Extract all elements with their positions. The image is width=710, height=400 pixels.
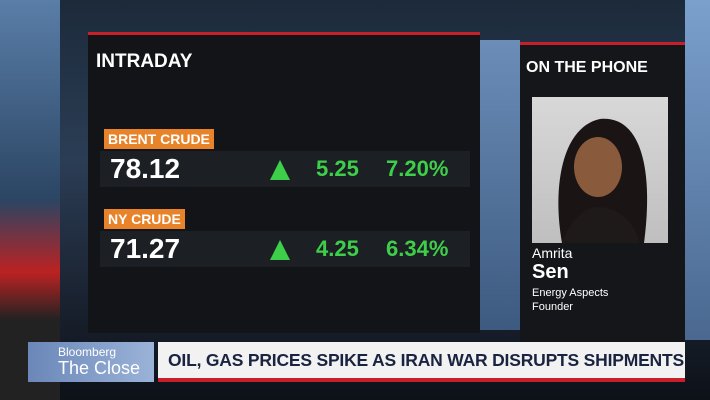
studio-backdrop	[0, 0, 60, 400]
guest-header: ON THE PHONE	[526, 59, 648, 76]
guest-company: Energy Aspects	[532, 287, 609, 299]
percent-change: 7.20%	[386, 156, 449, 181]
studio-backdrop	[685, 0, 710, 340]
show-logo: Bloomberg The Close	[28, 342, 154, 382]
up-arrow	[270, 240, 290, 260]
headline: OIL, GAS PRICES SPIKE AS IRAN WAR DISRUP…	[168, 350, 684, 370]
price: 78.12	[110, 153, 181, 184]
price: 71.27	[110, 233, 181, 264]
portrait	[558, 118, 648, 243]
price-row: 71.27 4.25 6.34%	[100, 231, 470, 267]
change: 5.25	[316, 156, 359, 181]
brand: Bloomberg	[58, 345, 117, 359]
guest-last-name: Sen	[532, 261, 569, 283]
percent-change: 6.34%	[386, 236, 449, 261]
panel-title: INTRADAY	[96, 51, 193, 72]
change: 4.25	[316, 236, 359, 261]
guest-first-name: Amrita	[532, 245, 573, 261]
lower-third: Bloomberg The Close OIL, GAS PRICES SPIK…	[28, 342, 685, 382]
intraday-panel: INTRADAY BRENT CRUDE 78.12 5.25 7.20% NY…	[88, 32, 480, 333]
price-row: 78.12 5.25 7.20%	[100, 151, 470, 187]
guest-photo	[532, 97, 668, 243]
guest-panel: ON THE PHONE Amrita Sen Energy Aspects F…	[520, 42, 685, 343]
up-arrow	[270, 160, 290, 180]
guest-role: Founder	[532, 301, 573, 313]
headline-bar: OIL, GAS PRICES SPIKE AS IRAN WAR DISRUP…	[158, 342, 685, 382]
commodity-label: BRENT CRUDE	[104, 129, 214, 149]
show-name: The Close	[58, 358, 141, 378]
commodity-label: NY CRUDE	[104, 209, 185, 229]
studio-backdrop	[480, 40, 520, 330]
